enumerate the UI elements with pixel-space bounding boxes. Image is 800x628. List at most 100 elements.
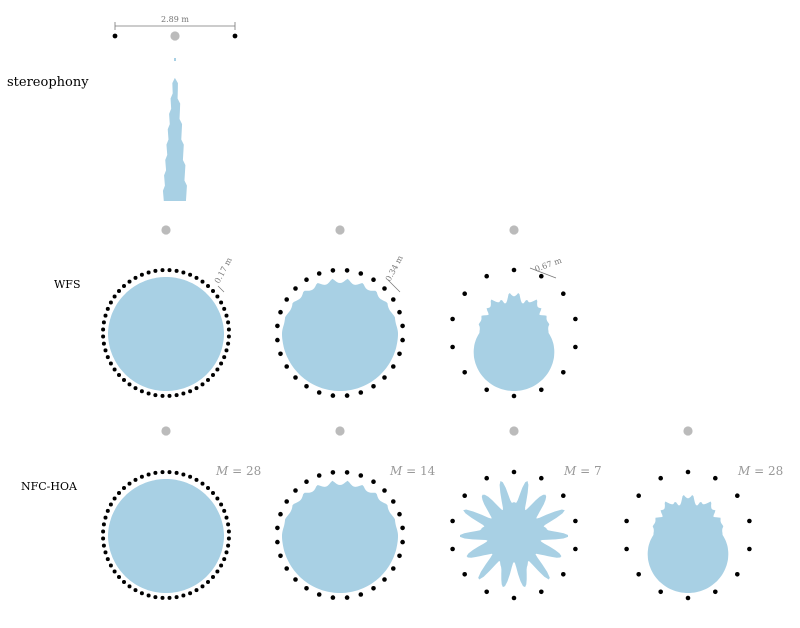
speaker-dot <box>117 289 121 293</box>
speaker-dot <box>224 515 229 520</box>
speaker-dot <box>139 474 144 479</box>
speaker-dot <box>215 569 220 574</box>
speaker-dot <box>133 275 138 280</box>
speaker-dot <box>450 316 455 322</box>
listener-dot <box>509 426 519 436</box>
field-spike <box>162 78 187 201</box>
panel-nfc-hoa-1 <box>101 426 231 600</box>
speaker-dot <box>330 393 336 398</box>
speaker-dot <box>293 375 298 380</box>
speaker-dot <box>573 344 578 350</box>
speaker-dot <box>224 348 229 353</box>
speaker-dot <box>153 470 158 475</box>
speaker-dot <box>139 272 144 277</box>
panel-stereophony: 2.89 m <box>112 15 238 201</box>
listener-dot <box>335 225 345 235</box>
speaker-dot <box>181 472 186 477</box>
speaker-dot <box>105 557 110 562</box>
speaker-dot <box>316 473 322 478</box>
speaker-dot <box>561 572 566 577</box>
speaker-dot <box>206 580 210 584</box>
speaker-dot <box>215 496 220 501</box>
svg-text:0.34 m: 0.34 m <box>384 254 405 283</box>
speaker-dot <box>122 378 126 382</box>
speaker-dot <box>511 469 517 475</box>
speaker-dot <box>304 384 309 389</box>
speaker-dot <box>174 470 179 475</box>
speaker-dot <box>539 589 544 595</box>
speaker-dot <box>382 375 387 380</box>
speaker-dot <box>284 499 290 504</box>
speaker-dot <box>103 313 108 318</box>
speaker-dot <box>450 518 455 524</box>
speaker-dot <box>146 270 151 275</box>
speaker-right <box>232 33 238 39</box>
speaker-dot <box>174 595 179 600</box>
speaker-dot <box>105 508 110 513</box>
speaker-dot <box>127 481 132 486</box>
speaker-dot <box>226 543 231 548</box>
speaker-dot <box>222 508 227 513</box>
speaker-dot <box>222 306 227 311</box>
speaker-dot <box>316 271 322 276</box>
speaker-dot <box>284 566 290 571</box>
sound-field <box>460 481 568 588</box>
speaker-dot <box>211 575 215 579</box>
speaker-dot <box>400 323 405 329</box>
speaker-dot <box>127 382 132 387</box>
speaker-dot <box>397 511 402 517</box>
panel-nfc-hoa-4 <box>624 426 752 601</box>
speaker-dot <box>103 550 108 555</box>
speaker-dot <box>103 348 108 353</box>
speaker-dot <box>371 277 376 283</box>
field-speck <box>174 58 176 61</box>
speaker-dot <box>226 522 231 527</box>
array-panels <box>101 225 752 601</box>
speaker-dot <box>122 284 126 288</box>
speaker-dot <box>278 351 283 357</box>
speaker-dot <box>391 364 396 369</box>
panel-wfs-2 <box>275 225 405 398</box>
speaker-dot <box>167 595 172 600</box>
order-label-1: M = 28 <box>215 464 261 478</box>
order-label-2: M = 14 <box>389 464 436 478</box>
speaker-dot <box>484 475 490 481</box>
speaker-dot <box>293 286 298 291</box>
speaker-dot <box>304 586 309 591</box>
speaker-dot <box>358 390 364 395</box>
speaker-dot <box>382 577 387 582</box>
speaker-dot <box>275 323 280 329</box>
speaker-dot <box>146 593 151 598</box>
speaker-dot <box>397 351 402 357</box>
speaker-dot <box>101 334 106 339</box>
speaker-dot <box>226 341 231 346</box>
speaker-dot <box>539 273 544 279</box>
speaker-dot <box>484 273 490 279</box>
speaker-dot <box>108 563 113 568</box>
sound-field <box>473 293 555 391</box>
speaker-dot <box>293 488 298 493</box>
speaker-dot <box>358 592 364 597</box>
row-label-stereophony: stereophony <box>7 75 89 90</box>
dimension-annotation-2: 0.34 m <box>384 254 405 293</box>
speaker-dot <box>450 546 455 552</box>
speaker-dot <box>278 553 283 559</box>
sound-field-stereophony <box>162 58 187 201</box>
speaker-dot <box>101 341 106 346</box>
speaker-dot <box>194 477 199 482</box>
speaker-dot <box>226 327 231 332</box>
speaker-dot <box>200 382 205 387</box>
sound-field <box>108 479 224 593</box>
speaker-dot <box>462 493 468 499</box>
speaker-dot <box>573 316 578 322</box>
listener-dot <box>335 426 345 436</box>
speaker-dot <box>278 511 283 517</box>
speaker-dot <box>636 572 641 577</box>
speaker-dot <box>344 595 350 600</box>
speaker-dot <box>713 475 718 481</box>
listener-dot <box>683 426 693 436</box>
speaker-dot <box>206 486 210 490</box>
speaker-dot <box>226 529 231 534</box>
speaker-dot <box>122 580 126 584</box>
speaker-dot <box>735 493 740 499</box>
